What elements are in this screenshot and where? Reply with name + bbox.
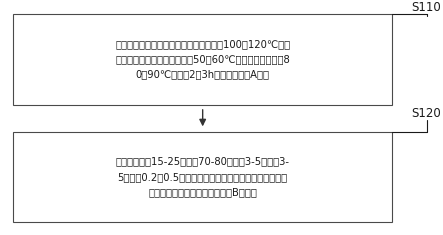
- Bar: [13, 14, 392, 105]
- Text: S110: S110: [411, 1, 441, 14]
- Text: S120: S120: [411, 107, 441, 120]
- Bar: [13, 132, 392, 222]
- Text: 于惰性环境中，将聚醚多元醇搅拌加热至100～120℃，在
真空负压下脱水，随后降温至50～60℃加入异氰酸酯，在8
0～90℃下反应2～3h制得半预聚体A组分: 于惰性环境中，将聚醚多元醇搅拌加热至100～120℃，在 真空负压下脱水，随后降…: [115, 39, 290, 79]
- Text: 按质量比为（15-25）：（70-80）：（3-5）：（3-
5）：（0.2～0.5）将胺类扩链剂、聚醚多元醇、分子筛、
色浆、及催化剂搅拌过滤，得到B组分。: 按质量比为（15-25）：（70-80）：（3-5）：（3- 5）：（0.2～0…: [116, 157, 290, 197]
